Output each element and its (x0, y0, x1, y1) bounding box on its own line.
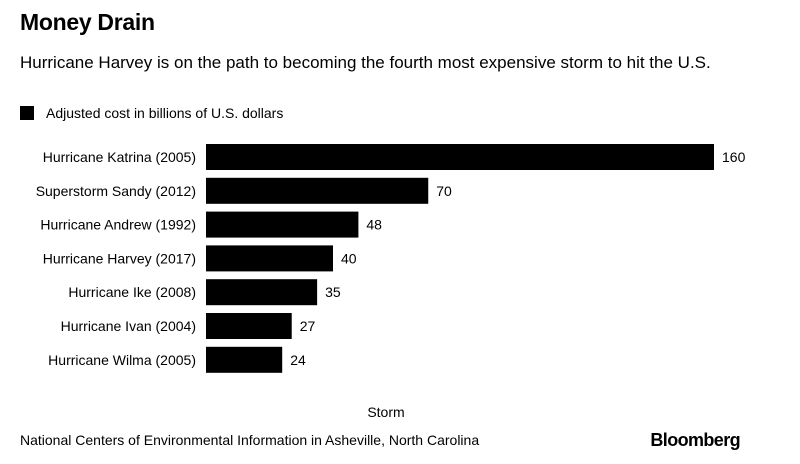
category-label: Superstorm Sandy (2012) (36, 183, 196, 199)
category-label: Hurricane Ike (2008) (68, 284, 196, 300)
category-label: Hurricane Andrew (1992) (40, 217, 196, 233)
value-label: 35 (325, 284, 341, 300)
bar (206, 211, 359, 238)
value-label: 70 (436, 183, 452, 199)
category-label: Hurricane Katrina (2005) (43, 149, 196, 165)
bar (206, 144, 714, 170)
chart-subtitle: Hurricane Harvey is on the path to becom… (20, 53, 711, 72)
bar (206, 313, 292, 339)
legend: Adjusted cost in billions of U.S. dollar… (20, 103, 283, 123)
category-label: Hurricane Wilma (2005) (48, 352, 196, 368)
value-label: 40 (341, 250, 357, 266)
legend-label: Adjusted cost in billions of U.S. dollar… (46, 105, 284, 121)
value-label: 27 (300, 318, 316, 334)
bar-chart: Hurricane Katrina (2005) 160 Superstorm Sa… (36, 144, 746, 373)
legend-swatch (20, 106, 34, 120)
chart-title: Money Drain (20, 9, 155, 35)
source-note: National Centers of Environmental Inform… (20, 432, 480, 448)
bar (206, 245, 333, 272)
bloomberg-logo: Bloomberg (650, 430, 740, 450)
value-label: 48 (366, 217, 382, 233)
bar (206, 279, 318, 306)
x-axis-label: Storm (367, 404, 405, 420)
bar (206, 177, 429, 204)
value-label: 160 (722, 149, 746, 165)
category-label: Hurricane Ivan (2004) (61, 318, 196, 334)
category-label: Hurricane Harvey (2017) (43, 250, 196, 266)
value-label: 24 (290, 352, 306, 368)
bar (206, 346, 283, 373)
